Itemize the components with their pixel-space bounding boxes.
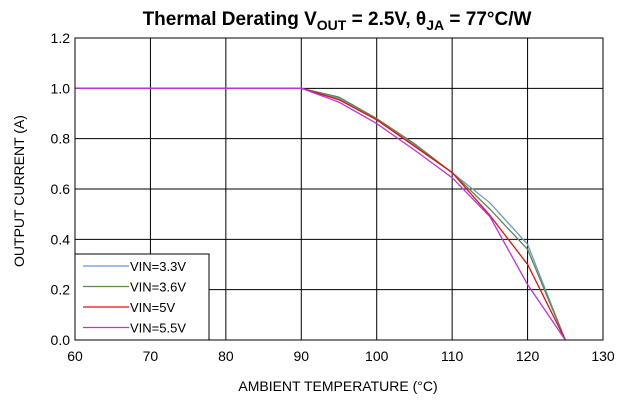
- series-layer: [75, 87, 566, 341]
- y-tick-label: 0.2: [51, 282, 71, 298]
- x-tick-label: 90: [293, 348, 309, 364]
- x-axis-label: AMBIENT TEMPERATURE (°C): [238, 378, 437, 394]
- y-tick-label: 0.4: [51, 231, 71, 247]
- x-tick-label: 60: [67, 348, 83, 364]
- x-tick-labels: 60 70 80 90 100 110 120 130: [67, 348, 615, 364]
- legend-entry: VIN=3.3V: [130, 259, 186, 274]
- x-tick-label: 120: [516, 348, 540, 364]
- y-tick-label: 1.2: [51, 30, 71, 46]
- y-tick-label: 0.8: [51, 131, 71, 147]
- plot-frame: [74, 37, 604, 341]
- grid: [74, 37, 604, 341]
- x-tick-label: 80: [218, 348, 234, 364]
- y-tick-label: 0.0: [51, 332, 71, 348]
- x-tick-label: 110: [441, 348, 464, 364]
- series-line: [75, 87, 566, 341]
- x-tick-label: 130: [591, 348, 615, 364]
- legend-entry: VIN=3.6V: [130, 280, 186, 295]
- y-tick-labels: 0.0 0.2 0.4 0.6 0.8 1.0 1.2: [51, 30, 71, 348]
- series-line: [75, 87, 566, 341]
- x-tick-label: 70: [143, 348, 159, 364]
- legend-entry: VIN=5V: [130, 300, 175, 315]
- chart-title: Thermal Derating VOUT = 2.5V, θJA = 77°C…: [143, 9, 532, 33]
- legend: VIN=3.3V VIN=3.6V VIN=5V VIN=5.5V: [74, 253, 210, 341]
- legend-box: [74, 253, 210, 341]
- series-line: [75, 87, 566, 341]
- y-tick-label: 1.0: [51, 80, 71, 96]
- y-axis-label: OUTPUT CURRENT (A): [11, 115, 27, 267]
- legend-entry: VIN=5.5V: [130, 321, 186, 336]
- x-tick-label: 100: [365, 348, 389, 364]
- y-tick-label: 0.6: [51, 181, 71, 197]
